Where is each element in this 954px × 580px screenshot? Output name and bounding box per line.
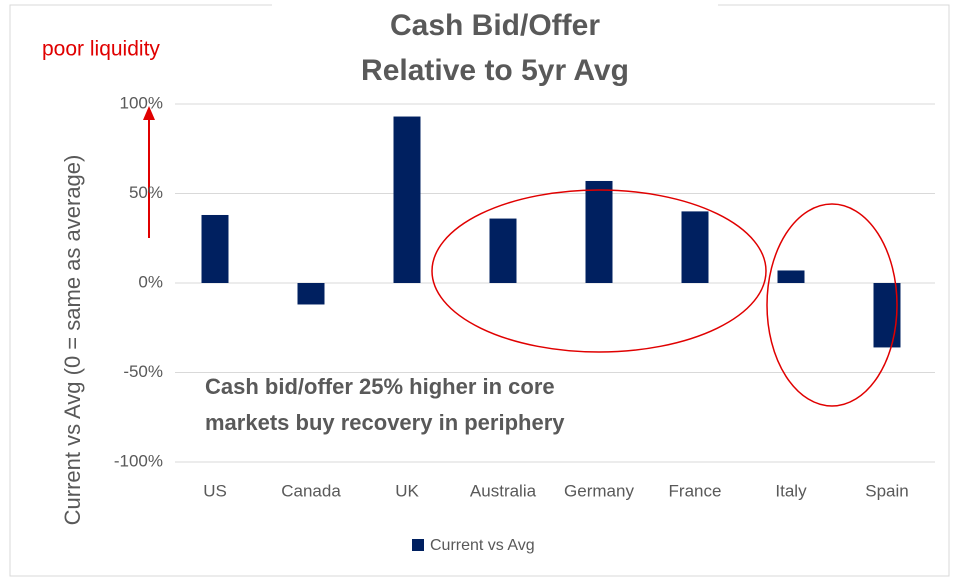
bar <box>585 180 613 283</box>
x-tick-label: Australia <box>470 481 537 500</box>
bar <box>777 270 805 283</box>
chart-border <box>9 4 950 577</box>
x-tick-label: Spain <box>865 481 908 500</box>
highlight-ellipse <box>766 203 898 407</box>
y-tick-label: -100% <box>114 451 163 470</box>
bar <box>489 218 517 283</box>
y-tick-label: -50% <box>123 362 163 381</box>
title-box <box>272 4 718 100</box>
x-tick-label: US <box>203 481 227 500</box>
highlight-ellipse <box>431 189 767 353</box>
y-axis-label: Current vs Avg (0 = same as average) <box>60 155 85 526</box>
y-tick-label: 0% <box>138 272 163 291</box>
bars <box>201 116 901 348</box>
x-tick-label: Italy <box>775 481 807 500</box>
x-tick-label: Canada <box>281 481 341 500</box>
bar <box>393 116 421 283</box>
y-tick-label: 50% <box>129 183 163 202</box>
x-tick-label: UK <box>395 481 419 500</box>
annotation: poor liquidity <box>42 38 160 61</box>
x-tick-label: France <box>669 481 722 500</box>
bar <box>201 214 229 283</box>
legend-swatch <box>412 539 424 551</box>
x-tick-label: Germany <box>564 481 634 500</box>
chart-title: Cash Bid/Offer <box>390 9 600 42</box>
annotation: markets buy recovery in periphery <box>205 410 565 435</box>
y-tick-label: 100% <box>120 93 163 112</box>
bar <box>681 211 709 283</box>
arrow-head <box>143 106 155 120</box>
annotation: Cash bid/offer 25% higher in core <box>205 374 555 399</box>
chart-title: Relative to 5yr Avg <box>361 54 629 87</box>
bar <box>297 283 325 305</box>
legend-label: Current vs Avg <box>430 537 535 554</box>
